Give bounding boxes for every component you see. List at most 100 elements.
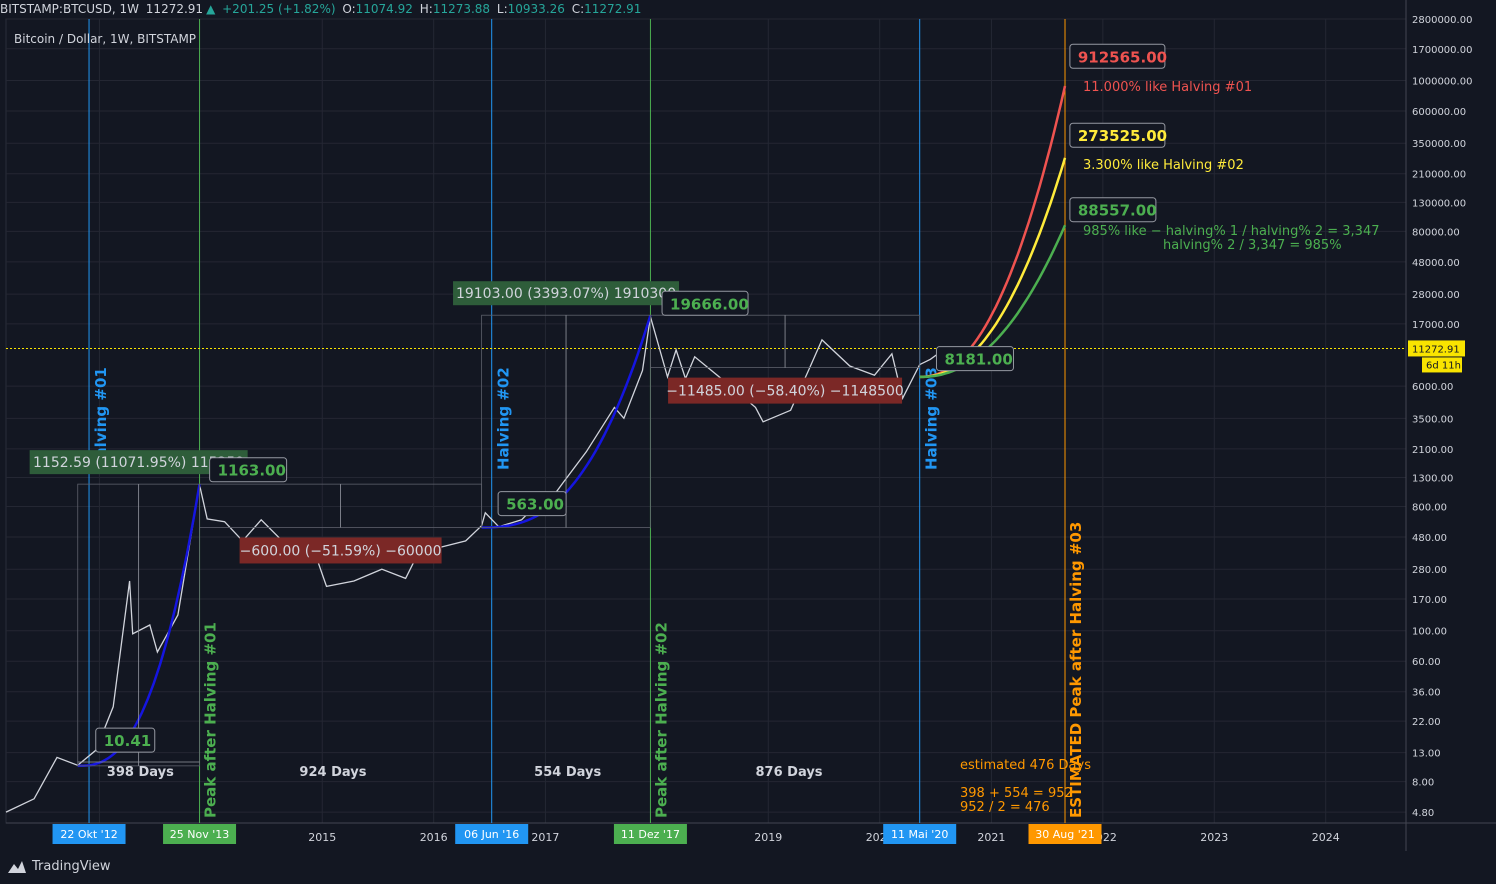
x-tick-label: 2019 — [754, 831, 782, 844]
day-count-label: 876 Days — [756, 765, 823, 780]
day-count-label: 398 Days — [107, 765, 174, 780]
halving-date-label: 11 Mai '20 — [891, 828, 948, 841]
x-tick-label: 2017 — [531, 831, 559, 844]
projection-label: 3.300% like Halving #02 — [1083, 158, 1244, 173]
y-tick-label: 3500.00 — [1412, 414, 1453, 425]
halving-date-tag — [455, 824, 529, 844]
projection-label: 985% like − halving% 1 / halving% 2 = 3,… — [1083, 224, 1380, 239]
symbol-info-bar: BITSTAMP:BTCUSD, 1W 11272.91 ▲ +201.25 (+… — [0, 0, 1496, 18]
current-price-tag — [1408, 340, 1465, 357]
countdown-tag — [1422, 357, 1462, 373]
y-tick-label: 60.00 — [1412, 657, 1441, 668]
estimate-note: 952 / 2 = 476 — [960, 800, 1050, 815]
y-tick-label: 2100.00 — [1412, 445, 1453, 456]
peak-date-label: 25 Nov '13 — [170, 828, 229, 841]
price-callout-label: 19666.00 — [670, 295, 749, 313]
measure-down-badge — [668, 377, 903, 404]
brand-name: TradingView — [32, 859, 111, 874]
day-count-label: 554 Days — [534, 765, 601, 780]
estimate-note: estimated 476 Days — [960, 758, 1091, 773]
y-tick-label: 600000.00 — [1412, 107, 1466, 118]
tradingview-logo[interactable]: TradingView — [8, 859, 111, 874]
x-tick-label: 2016 — [420, 831, 448, 844]
x-tick-label: 2023 — [1200, 831, 1228, 844]
y-tick-label: 17000.00 — [1412, 320, 1460, 331]
measure-down-label: −600.00 (−51.59%) −60000 — [240, 543, 442, 559]
measure-up-label: 1152.59 (11071.95%) 115259 — [33, 455, 244, 471]
y-tick-label: 1300.00 — [1412, 473, 1453, 484]
halving-label: Halving #02 — [495, 367, 513, 470]
open-value: 11074.92 — [355, 2, 413, 16]
y-tick-label: 4.80 — [1412, 808, 1434, 819]
close-label: C: — [571, 2, 585, 16]
low-label: L: — [496, 2, 508, 16]
halving-date-label: 06 Jun '16 — [464, 828, 519, 841]
current-price-label: 11272.91 — [1412, 344, 1460, 355]
y-tick-label: 170.00 — [1412, 595, 1447, 606]
symbol-label[interactable]: BITSTAMP:BTCUSD, 1W — [0, 2, 139, 16]
arrow-up-icon: ▲ — [206, 2, 216, 16]
peak-date-label: 11 Dez '17 — [621, 828, 680, 841]
y-tick-label: 210000.00 — [1412, 170, 1466, 181]
y-tick-label: 1700000.00 — [1412, 45, 1472, 56]
close-value: 11272.91 — [584, 2, 642, 16]
projection-curve-green — [919, 224, 1067, 379]
price-change: +201.25 (+1.82%) — [222, 2, 336, 16]
price-callout-box — [1069, 197, 1157, 223]
y-tick-label: 280.00 — [1412, 565, 1447, 576]
chart-title: Bitcoin / Dollar, 1W, BITSTAMP — [14, 32, 197, 46]
halving-date-label: 22 Okt '12 — [60, 828, 117, 841]
open-label: O: — [342, 2, 356, 16]
y-tick-label: 22.00 — [1412, 717, 1441, 728]
price-callout-box — [209, 457, 288, 483]
y-tick-label: 28000.00 — [1412, 290, 1460, 301]
price-callout-box — [661, 290, 749, 316]
countdown-label: 6d 11h — [1426, 360, 1461, 371]
price-callout-box — [497, 491, 567, 517]
low-value: 10933.26 — [507, 2, 565, 16]
estimate-note: 398 + 554 = 952 — [960, 786, 1073, 801]
halving-label: Halving #01 — [92, 367, 110, 470]
halving-date-tag — [883, 824, 957, 844]
y-tick-label: 6000.00 — [1412, 382, 1453, 393]
y-tick-label: 8.00 — [1412, 778, 1434, 789]
price-callout-label: 8181.00 — [944, 351, 1012, 369]
measure-down-label: −11485.00 (−58.40%) −1148500 — [666, 384, 904, 400]
y-tick-label: 480.00 — [1412, 533, 1447, 544]
peak-date-tag — [163, 824, 237, 844]
measure-up-badge — [453, 281, 680, 306]
price-callout-label: 563.00 — [506, 496, 564, 514]
projection-label-line2: halving% 2 / 3,347 = 985% — [1163, 238, 1342, 253]
y-tick-label: 100.00 — [1412, 627, 1447, 638]
peak-label: Peak after Halving #02 — [652, 622, 670, 818]
peak-label: Peak after Halving #01 — [202, 622, 220, 818]
y-tick-label: 350000.00 — [1412, 139, 1466, 150]
price-callout-box — [935, 346, 1014, 372]
last-price: 11272.91 — [145, 2, 204, 16]
measure-down-badge — [239, 537, 442, 564]
y-tick-label: 2800000.00 — [1412, 15, 1472, 26]
y-tick-label: 800.00 — [1412, 502, 1447, 513]
price-callout-label: 1163.00 — [218, 462, 286, 480]
estimated-peak-label: ESTIMATED Peak after Halving #03 — [1067, 522, 1085, 818]
tradingview-icon — [8, 860, 26, 873]
footer: TradingView — [0, 851, 1496, 884]
halving-date-tag — [52, 824, 126, 844]
price-callout-label: 10.41 — [104, 732, 151, 750]
price-callout-label: 88557.00 — [1078, 202, 1157, 220]
x-tick-label: 2021 — [977, 831, 1005, 844]
high-label: H: — [419, 2, 433, 16]
price-callout-box — [95, 727, 156, 753]
estimated-peak-date-label: 30 Aug '21 — [1035, 828, 1095, 841]
x-tick-label: 2024 — [1312, 831, 1340, 844]
estimated-peak-date-tag — [1028, 824, 1102, 844]
price-callout-label: 912565.00 — [1078, 48, 1167, 66]
y-tick-label: 36.00 — [1412, 688, 1441, 699]
y-tick-label: 80000.00 — [1412, 227, 1460, 238]
y-tick-label: 13.00 — [1412, 749, 1441, 760]
day-count-label: 924 Days — [299, 765, 366, 780]
projection-curve-yellow — [919, 157, 1067, 379]
price-callout-label: 273525.00 — [1078, 127, 1167, 145]
peak-date-tag — [613, 824, 687, 844]
